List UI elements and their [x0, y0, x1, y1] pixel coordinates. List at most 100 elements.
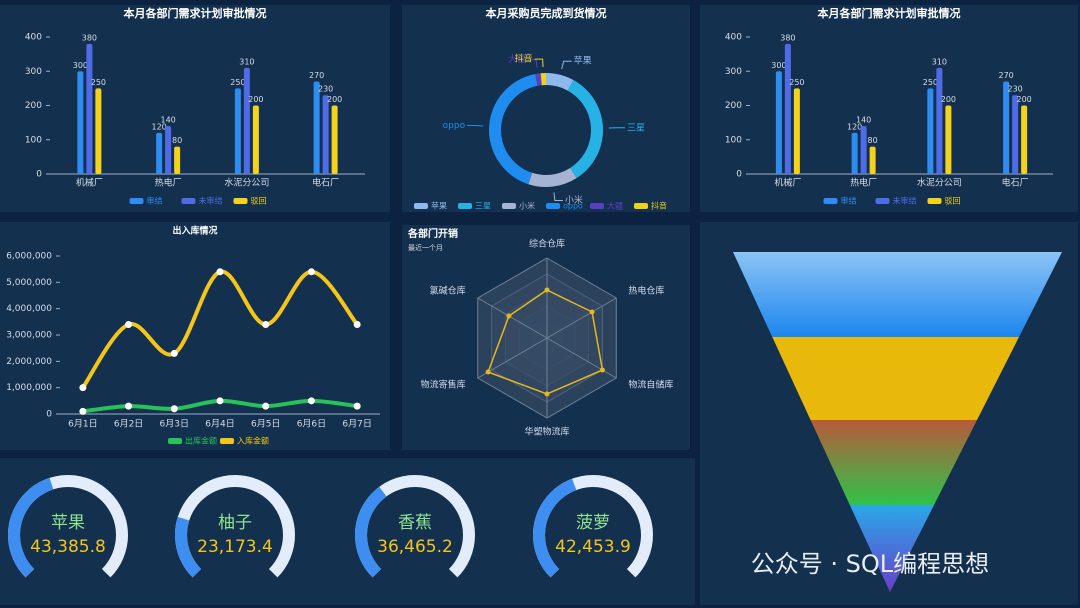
- legend-label: 苹果: [431, 201, 447, 211]
- bar: [165, 126, 172, 174]
- x-tick-label: 机械厂: [774, 177, 801, 189]
- legend-label: 入库金额: [237, 436, 269, 446]
- chart-title: 本月采购员完成到货情况: [486, 6, 607, 20]
- value-label: 120: [847, 122, 862, 131]
- legend-swatch: [927, 198, 942, 204]
- slice-label: oppo: [443, 121, 466, 131]
- slice-label: 三星: [627, 122, 645, 133]
- y-tick-label: 400: [25, 33, 42, 43]
- x-tick-label: 热电厂: [850, 177, 877, 189]
- legend-label: 小米: [519, 201, 535, 211]
- slice-label: 抖音: [515, 53, 533, 65]
- radar-spoke: [477, 297, 548, 339]
- value-label: 250: [230, 78, 245, 87]
- x-tick-label: 6月6日: [297, 419, 326, 430]
- y-tick-label: 400: [725, 33, 742, 43]
- gauge-value: [8, 477, 54, 578]
- point: [170, 405, 178, 413]
- y-tick-label: 200: [725, 101, 742, 111]
- legend-swatch: [181, 198, 196, 204]
- value-label: 380: [82, 33, 97, 42]
- pie-slice: [528, 167, 577, 187]
- legend-swatch: [546, 203, 560, 209]
- point: [589, 309, 595, 315]
- y-tick-label: 1,000,000: [6, 383, 52, 393]
- bar: [775, 71, 782, 174]
- point: [262, 320, 270, 328]
- gauge-value-label: 23,173.4: [197, 537, 273, 557]
- chart-title: 本月各部门需求计划审批情况: [124, 6, 267, 20]
- point: [170, 349, 178, 357]
- y-tick-label: 300: [725, 67, 742, 77]
- legend-swatch: [823, 198, 838, 204]
- legend-label: 大疆: [607, 201, 623, 211]
- axis-label: 热电仓库: [628, 285, 664, 297]
- chart-title: 各部门开销: [407, 227, 458, 240]
- bar: [252, 105, 259, 174]
- y-tick-label: 0: [36, 170, 42, 180]
- x-tick-label: 热电厂: [155, 177, 182, 189]
- legend-swatch: [414, 203, 428, 209]
- axis-label: 物流寄售库: [421, 379, 466, 391]
- x-tick-label: 6月1日: [68, 419, 97, 430]
- slice-label: 小米: [565, 194, 583, 206]
- point: [125, 402, 133, 410]
- point: [216, 268, 224, 276]
- legend-swatch: [220, 438, 234, 444]
- value-label: 250: [91, 78, 106, 87]
- leader-line: [561, 60, 572, 70]
- x-tick-label: 水泥分公司: [917, 177, 962, 189]
- point: [353, 402, 361, 410]
- legend-label: 未审结: [199, 196, 223, 206]
- x-tick-label: 机械厂: [76, 177, 103, 189]
- pie-slice: [567, 80, 604, 179]
- value-label: 380: [780, 33, 795, 42]
- x-tick-label: 6月3日: [160, 419, 189, 430]
- y-tick-label: 4,000,000: [6, 304, 52, 314]
- pie-slice: [489, 74, 538, 185]
- chart-subtitle: 最近一个月: [408, 243, 443, 252]
- bar: [313, 81, 320, 174]
- value-label: 230: [1007, 85, 1022, 94]
- point: [125, 320, 133, 328]
- bar: [331, 105, 338, 174]
- gauge-name: 菠萝: [576, 513, 610, 533]
- point: [544, 287, 550, 293]
- y-tick-label: 5,000,000: [6, 278, 52, 288]
- y-tick-label: 300: [25, 67, 42, 77]
- pie-slice: [540, 73, 546, 86]
- bar: [322, 95, 329, 174]
- legend-swatch: [458, 203, 472, 209]
- legend-label: 未审结: [893, 196, 917, 206]
- point: [485, 369, 491, 375]
- axis-label: 物流自储库: [628, 379, 673, 391]
- value-label: 270: [998, 71, 1013, 80]
- legend-swatch: [875, 198, 890, 204]
- bar: [793, 88, 800, 174]
- axis-label: 氯碱仓库: [430, 285, 466, 297]
- value-label: 200: [1016, 95, 1031, 104]
- legend-label: 驳回: [251, 197, 267, 206]
- value-label: 80: [172, 136, 182, 145]
- watermark: 公众号 · SQL编程思想: [751, 550, 989, 578]
- point: [79, 407, 87, 415]
- legend-swatch: [502, 203, 516, 209]
- bar: [243, 67, 250, 174]
- leader-line: [553, 192, 563, 201]
- legend-swatch: [168, 438, 182, 444]
- y-tick-label: 100: [725, 135, 742, 145]
- pie-slice: [535, 73, 542, 86]
- x-tick-label: 电石厂: [312, 177, 339, 189]
- bar: [945, 105, 952, 174]
- bar: [156, 132, 163, 174]
- y-tick-label: 6,000,000: [6, 252, 52, 262]
- point: [216, 397, 224, 405]
- value-label: 140: [856, 116, 871, 125]
- gauge-value: [355, 486, 387, 578]
- value-label: 200: [248, 95, 263, 104]
- y-tick-label: 0: [46, 410, 52, 420]
- gauge-value-label: 43,385.8: [30, 537, 106, 557]
- chart-title: 本月各部门需求计划审批情况: [818, 6, 961, 20]
- x-tick-label: 6月2日: [114, 419, 143, 430]
